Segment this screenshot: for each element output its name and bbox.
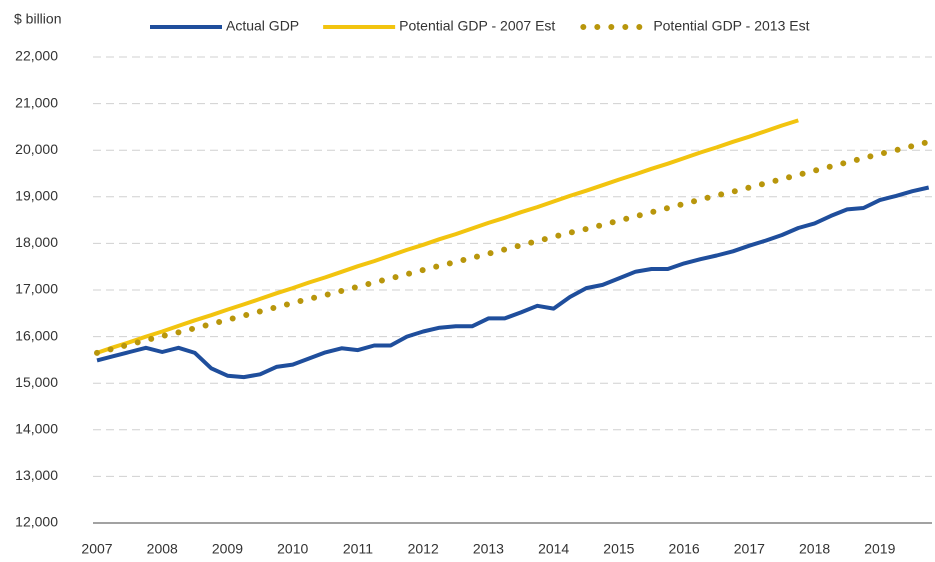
series-line <box>96 118 799 355</box>
legend-label: Potential GDP - 2007 Est <box>399 18 555 34</box>
x-tick-label: 2019 <box>864 541 895 557</box>
x-tick-label: 2009 <box>212 541 243 557</box>
x-tick-label: 2017 <box>734 541 765 557</box>
x-tick-label: 2012 <box>408 541 439 557</box>
y-tick-label: 18,000 <box>15 234 58 250</box>
series-line <box>94 138 932 356</box>
x-tick-label: 2011 <box>343 541 373 557</box>
y-tick-label: 15,000 <box>15 374 58 390</box>
y-tick-label: 22,000 <box>15 48 58 64</box>
x-tick-label: 2013 <box>473 541 504 557</box>
x-tick-label: 2007 <box>81 541 112 557</box>
y-tick-label: 16,000 <box>15 327 58 343</box>
y-tick-label: 21,000 <box>15 94 58 110</box>
y-tick-label: 17,000 <box>15 281 58 297</box>
x-tick-label: 2015 <box>603 541 634 557</box>
y-tick-label: 12,000 <box>15 514 58 530</box>
y-axis-label: $ billion <box>14 11 61 27</box>
x-tick-label: 2010 <box>277 541 308 557</box>
y-tick-label: 14,000 <box>15 421 58 437</box>
x-tick-label: 2016 <box>669 541 700 557</box>
y-tick-label: 20,000 <box>15 141 58 157</box>
x-tick-label: 2018 <box>799 541 830 557</box>
legend-label: Actual GDP <box>226 18 299 34</box>
legend-label: Potential GDP - 2013 Est <box>653 18 809 34</box>
series-line <box>96 185 930 380</box>
x-tick-label: 2008 <box>147 541 178 557</box>
y-tick-label: 19,000 <box>15 188 58 204</box>
x-tick-label: 2014 <box>538 541 569 557</box>
y-tick-label: 13,000 <box>15 467 58 483</box>
